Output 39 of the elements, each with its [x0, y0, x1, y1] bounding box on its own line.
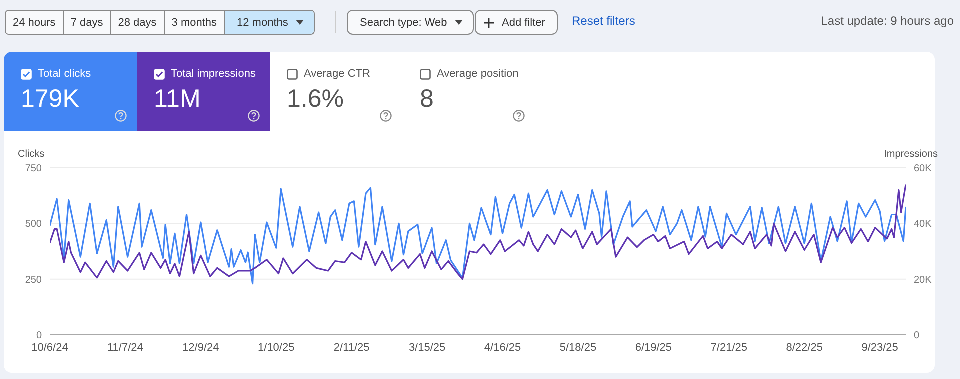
y2-tick-label: 20K — [914, 274, 932, 286]
text: 1.6% — [287, 85, 345, 114]
text: Search type: Web — [347, 10, 474, 35]
y2-axis-title: Impressions — [884, 149, 938, 160]
y2-tick-label: 60K — [914, 164, 932, 175]
text: 3 months — [164, 11, 224, 34]
text: 12 months — [224, 11, 314, 34]
text: 8 — [420, 85, 435, 114]
y-axis-title: Clicks — [18, 149, 45, 160]
text: Last update: 9 hours ago — [821, 14, 954, 28]
x-tick-label: 4/16/25 — [484, 342, 522, 354]
y-tick-label: 0 — [36, 330, 42, 342]
x-tick-label: 11/7/24 — [108, 342, 144, 354]
y-tick-label: 500 — [25, 219, 42, 230]
text: 28 days — [110, 11, 164, 34]
y2-tick-label: 40K — [914, 219, 932, 230]
x-tick-label: 12/9/24 — [182, 342, 220, 354]
x-tick-label: 10/6/24 — [32, 342, 68, 354]
legend-label: Total clicks — [38, 68, 92, 80]
x-tick-label: 1/10/25 — [258, 342, 295, 354]
x-tick-label: 3/15/25 — [408, 342, 446, 354]
x-tick-label: 8/22/25 — [786, 342, 823, 354]
legend-label: Total impressions — [171, 68, 256, 80]
x-tick-label: 7/21/25 — [710, 342, 748, 354]
text: Average position — [437, 68, 519, 80]
text: 11M — [154, 85, 202, 114]
x-tick-label: 5/18/25 — [560, 342, 597, 354]
text: Reset filters — [572, 14, 636, 28]
text: 7 days — [62, 11, 110, 34]
y-tick-label: 250 — [25, 274, 42, 286]
x-tick-label: 2/11/25 — [334, 342, 370, 354]
text: Average CTR — [304, 68, 370, 80]
x-tick-label: 6/19/25 — [635, 342, 672, 354]
y2-tick-label: 0 — [914, 330, 920, 342]
text: 179K — [21, 85, 80, 114]
y-tick-label: 750 — [25, 164, 42, 175]
text: Add filter — [475, 10, 558, 35]
text: 24 hours — [6, 11, 63, 34]
x-tick-label: 9/23/25 — [862, 342, 898, 354]
